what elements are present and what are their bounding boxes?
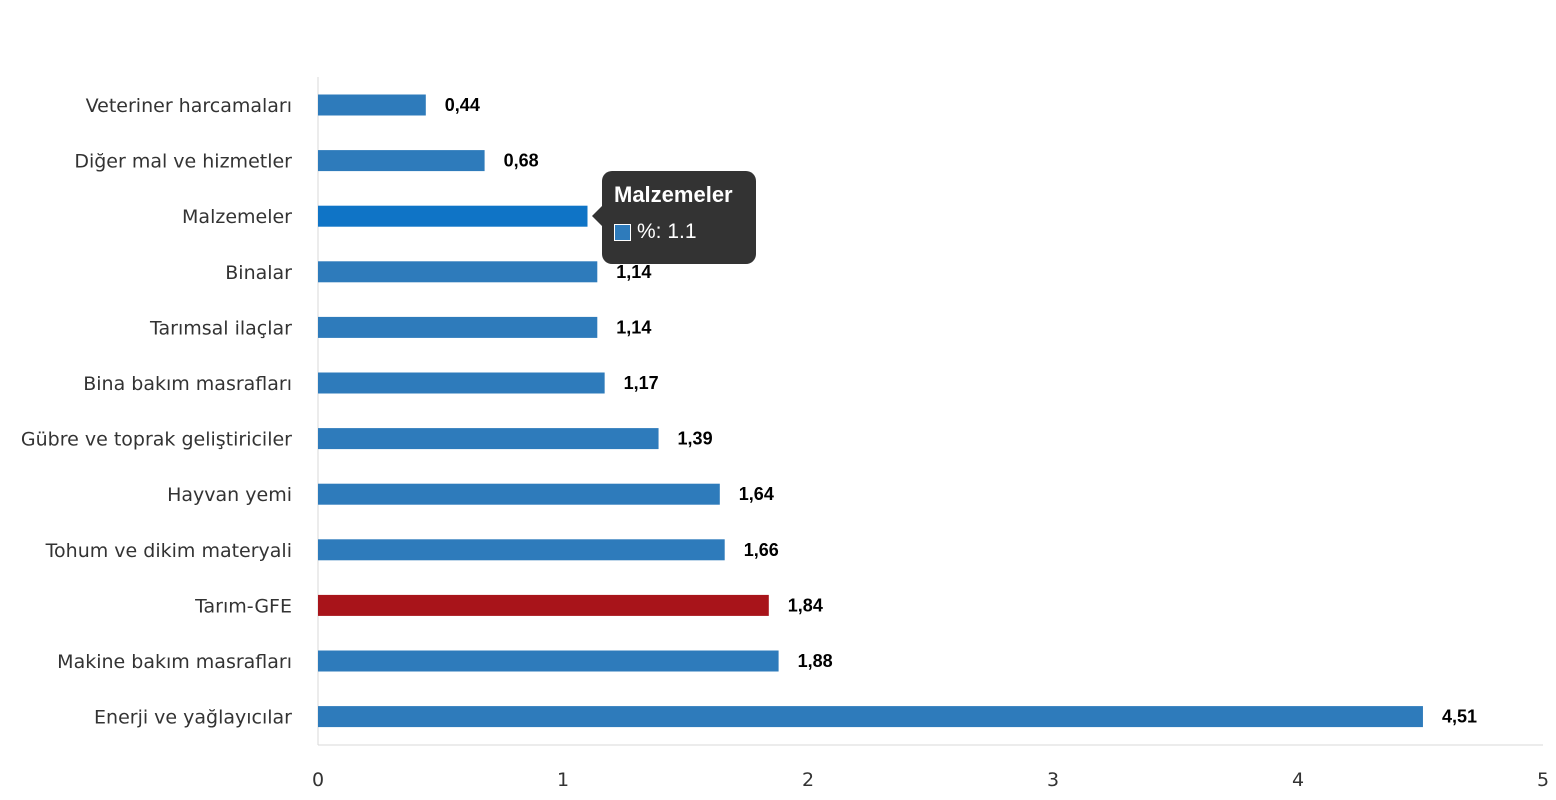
value-label: 1,84: [788, 595, 823, 615]
bar[interactable]: [318, 594, 769, 616]
bar[interactable]: [318, 205, 588, 227]
category-label: Hayvan yemi: [167, 484, 292, 506]
category-label: Veteriner harcamaları: [86, 95, 292, 117]
chart-tooltip: Malzemeler %: 1.1: [592, 171, 756, 264]
value-label: 1,88: [798, 651, 833, 671]
value-labels: 0,440,681,101,141,141,171,391,641,661,84…: [445, 95, 1477, 727]
category-label: Binalar: [225, 262, 292, 284]
x-tick-label: 4: [1292, 769, 1304, 791]
category-label: Gübre ve toprak geliştiriciler: [21, 429, 292, 451]
bar[interactable]: [318, 150, 485, 172]
x-tick-label: 0: [312, 769, 324, 791]
bar[interactable]: [318, 428, 659, 450]
value-label: 1,14: [616, 317, 651, 337]
x-tick-label: 5: [1537, 769, 1549, 791]
category-label: Bina bakım masrafları: [83, 373, 292, 395]
category-label: Malzemeler: [182, 206, 292, 228]
bar[interactable]: [318, 316, 598, 338]
category-label: Diğer mal ve hizmetler: [74, 151, 292, 173]
value-label: 4,51: [1442, 707, 1477, 727]
x-tick-label: 2: [802, 769, 814, 791]
value-label: 0,44: [445, 95, 480, 115]
x-axis-ticks: 0 1 2 3 4 5: [312, 769, 1549, 791]
bar[interactable]: [318, 650, 779, 672]
value-label: 1,14: [616, 262, 651, 282]
bar[interactable]: [318, 372, 605, 394]
x-tick-label: 1: [557, 769, 569, 791]
category-label: Enerji ve yağlayıcılar: [94, 707, 292, 729]
tooltip-series-swatch: [614, 223, 631, 241]
bar[interactable]: [318, 261, 598, 283]
chart-axes: [317, 77, 1543, 746]
tooltip-series-row: %: 1.1: [614, 220, 744, 244]
category-label: Tohum ve dikim materyali: [45, 540, 292, 562]
bar[interactable]: [318, 483, 720, 505]
category-label: Tarımsal ilaçlar: [149, 317, 292, 339]
x-tick-label: 3: [1047, 769, 1059, 791]
bar[interactable]: [318, 706, 1423, 728]
bar[interactable]: [318, 94, 426, 116]
chart-bars: [318, 94, 1423, 728]
value-label: 1,66: [744, 540, 779, 560]
value-label: 1,17: [624, 373, 659, 393]
bar[interactable]: [318, 539, 725, 561]
value-label: 1,39: [678, 429, 713, 449]
category-label: Makine bakım masrafları: [57, 651, 292, 673]
tooltip-series-value: %: 1.1: [637, 220, 697, 243]
value-label: 1,64: [739, 484, 774, 504]
category-label: Tarım-GFE: [194, 595, 292, 617]
tooltip-title: Malzemeler: [614, 182, 733, 207]
value-label: 0,68: [504, 151, 539, 171]
category-labels: Veteriner harcamaları Diğer mal ve hizmet…: [21, 95, 292, 729]
